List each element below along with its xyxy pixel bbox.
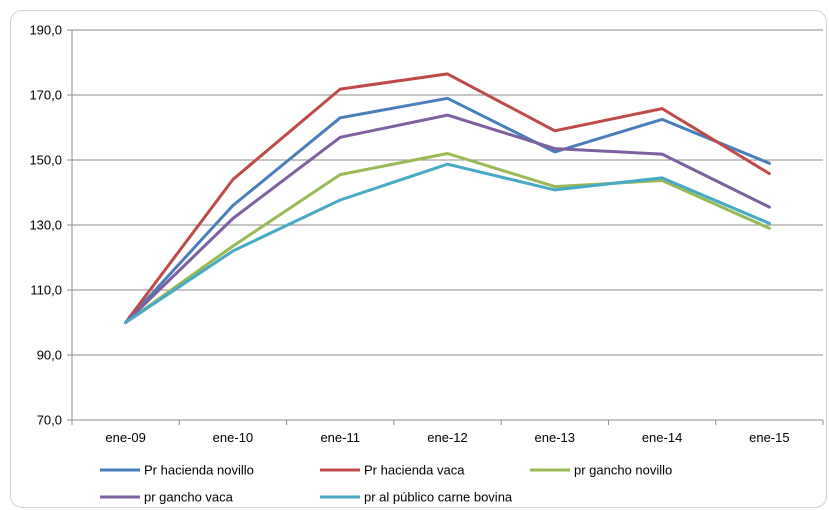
legend-label: pr gancho vaca xyxy=(144,490,234,505)
x-tick-label: ene-09 xyxy=(105,430,145,445)
x-tick-label: ene-10 xyxy=(213,430,253,445)
gridlines xyxy=(72,29,823,356)
x-tick-label: ene-12 xyxy=(427,430,467,445)
legend: Pr hacienda novillo Pr hacienda vaca pr ga… xyxy=(100,463,672,505)
legend-label: pr al público carne bovina xyxy=(364,490,513,505)
y-tick-label: 190,0 xyxy=(29,23,62,38)
y-tick-label: 90,0 xyxy=(37,348,62,363)
series-line-3 xyxy=(124,152,771,324)
legend-label: Pr hacienda novillo xyxy=(144,463,254,478)
x-tick-label: ene-15 xyxy=(749,430,789,445)
legend-label: pr gancho novillo xyxy=(574,463,672,478)
chart-frame xyxy=(10,10,827,508)
series-line-4 xyxy=(124,113,771,324)
y-tick-label: 170,0 xyxy=(29,88,62,103)
series-line-1 xyxy=(124,96,771,324)
series-lines xyxy=(124,72,771,324)
series-line-5 xyxy=(124,162,771,324)
x-tick-label: ene-14 xyxy=(642,430,682,445)
y-tick-label: 130,0 xyxy=(29,218,62,233)
series-line-2 xyxy=(124,72,771,324)
x-tick-label: ene-11 xyxy=(320,430,360,445)
y-tick-label: 150,0 xyxy=(29,153,62,168)
axes: 70,0 90,0 110,0 130,0 150,0 170,0 190,0 ene-09 e… xyxy=(29,23,824,445)
legend-label: Pr hacienda vaca xyxy=(364,463,465,478)
x-tick-label: ene-13 xyxy=(535,430,575,445)
y-tick-label: 70,0 xyxy=(37,413,62,428)
y-tick-label: 110,0 xyxy=(30,283,62,298)
